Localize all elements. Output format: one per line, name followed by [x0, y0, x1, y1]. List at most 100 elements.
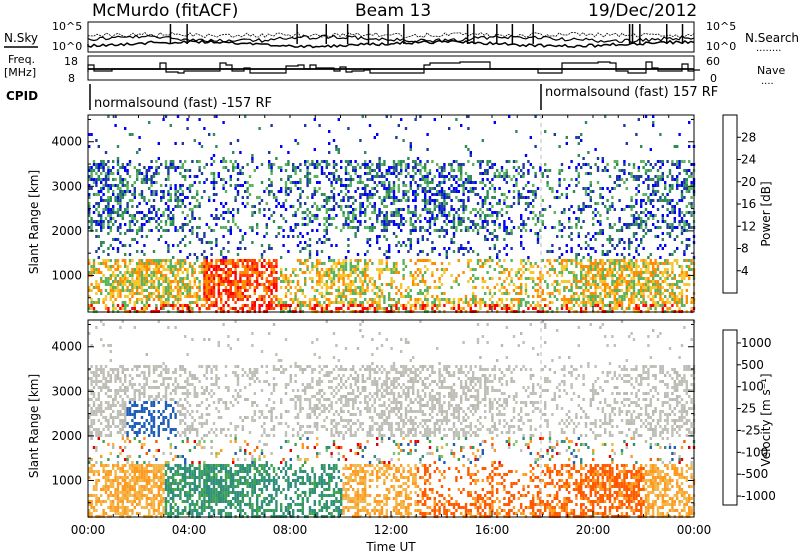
scatter-cell: [652, 217, 655, 220]
scatter-cell: [469, 220, 472, 223]
scatter-cell: [289, 274, 292, 277]
scatter-cell: [352, 178, 355, 181]
scatter-cell: [642, 295, 645, 298]
scatter-cell: [553, 286, 556, 289]
scatter-cell: [589, 295, 592, 298]
scatter-cell: [635, 271, 638, 274]
scatter-cell: [205, 271, 208, 274]
scatter-cell: [232, 265, 235, 268]
scatter-cell: [97, 286, 100, 289]
scatter-cell: [272, 286, 276, 289]
scatter-cell: [236, 190, 240, 193]
scatter-cell: [347, 304, 350, 307]
scatter-cell: [565, 259, 568, 262]
scatter-cell: [160, 196, 163, 199]
scatter-cell: [474, 295, 477, 298]
scatter-cell: [469, 154, 472, 157]
scatter-cell: [400, 304, 403, 307]
scatter-cell: [196, 190, 199, 193]
scatter-cell: [673, 250, 676, 253]
scatter-cell: [294, 172, 297, 175]
scatter-cell: [296, 298, 300, 301]
scatter-cell: [462, 271, 465, 274]
scatter-cell: [215, 259, 218, 262]
scatter-cell: [160, 235, 163, 238]
scatter-cell: [107, 253, 110, 256]
scatter-cell: [112, 205, 115, 208]
scatter-cell: [251, 271, 254, 274]
scatter-cell: [179, 277, 182, 280]
scatter-cell: [107, 214, 110, 217]
scatter-cell: [157, 208, 160, 211]
scatter-cell: [503, 259, 506, 262]
scatter-cell: [572, 259, 576, 262]
scatter-cell: [380, 202, 384, 205]
scatter-cell: [210, 262, 213, 265]
scatter-cell: [136, 289, 139, 292]
scatter-cell: [568, 280, 571, 283]
scatter-cell: [606, 169, 609, 172]
scatter-cell: [342, 214, 345, 217]
scatter-cell: [496, 256, 499, 259]
scatter-cell: [484, 304, 487, 307]
scatter-cell: [150, 166, 153, 169]
scatter-cell: [503, 220, 506, 223]
scatter-cell: [563, 301, 566, 304]
scatter-cell: [248, 259, 252, 262]
scatter-cell: [613, 223, 616, 226]
scatter-cell: [347, 226, 350, 229]
scatter-cell: [95, 163, 98, 166]
scatter-cell: [215, 238, 218, 241]
scatter-cell: [364, 262, 367, 265]
scatter-cell: [140, 283, 144, 286]
scatter-cell: [169, 187, 172, 190]
scatter-cell: [196, 205, 199, 208]
scatter-cell: [296, 166, 300, 169]
scatter-cell: [145, 220, 148, 223]
scatter-cell: [584, 277, 588, 280]
scatter-cell: [671, 298, 674, 301]
scatter-cell: [385, 283, 388, 286]
scatter-cell: [299, 286, 302, 289]
scatter-cell: [366, 163, 369, 166]
scatter-cell: [340, 298, 343, 301]
scatter-cell: [630, 262, 633, 265]
scatter-cell: [462, 253, 465, 256]
scatter-cell: [632, 277, 636, 280]
scatter-cell: [272, 307, 276, 310]
scatter-cell: [162, 259, 165, 262]
scatter-cell: [145, 280, 148, 283]
scatter-cell: [661, 199, 664, 202]
scatter-cell: [371, 175, 374, 178]
scatter-cell: [244, 286, 247, 289]
scatter-cell: [311, 277, 314, 280]
scatter-cell: [229, 178, 232, 181]
scatter-cell: [217, 268, 220, 271]
scatter-cell: [532, 217, 535, 220]
scatter-cell: [649, 262, 652, 265]
scatter-cell: [419, 226, 422, 229]
scatter-cell: [659, 244, 662, 247]
scatter-cell: [112, 178, 115, 181]
scatter-cell: [496, 262, 499, 265]
scatter-cell: [395, 208, 398, 211]
scatter-cell: [284, 199, 288, 202]
scatter-cell: [654, 286, 657, 289]
scatter-cell: [119, 277, 122, 280]
scatter-cell: [330, 265, 333, 268]
scatter-cell: [208, 298, 211, 301]
scatter-cell: [534, 145, 537, 148]
scatter-cell: [275, 259, 278, 262]
scatter-cell: [272, 220, 276, 223]
scatter-cell: [558, 220, 561, 223]
scatter-cell: [522, 196, 525, 199]
scatter-cell: [131, 280, 134, 283]
scatter-cell: [493, 268, 496, 271]
scatter-cell: [625, 142, 628, 145]
scatter-cell: [356, 292, 360, 295]
scatter-cell: [654, 268, 657, 271]
scatter-cell: [400, 166, 403, 169]
scatter-cell: [623, 241, 626, 244]
scatter-cell: [652, 124, 655, 127]
scatter-cell: [371, 283, 374, 286]
